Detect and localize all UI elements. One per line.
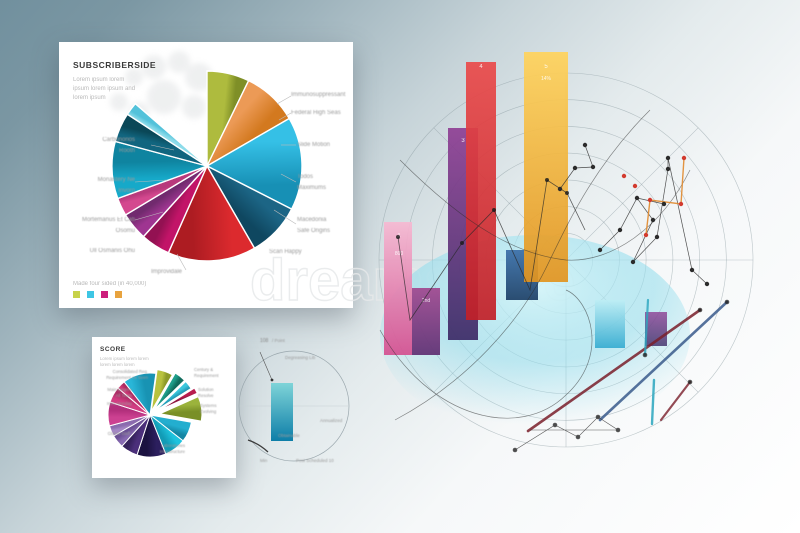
svg-text:14%: 14% [541, 76, 552, 82]
svg-text:800: 800 [395, 251, 404, 257]
